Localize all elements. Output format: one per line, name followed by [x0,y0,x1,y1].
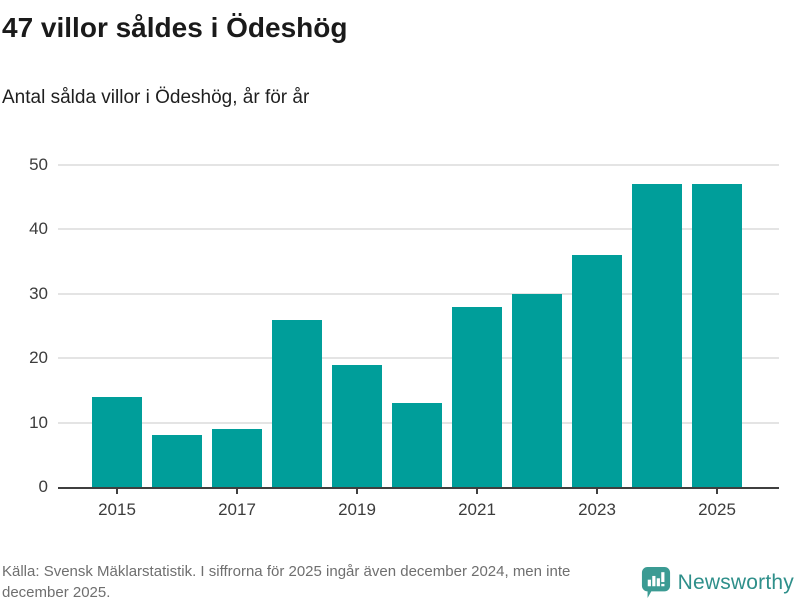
x-axis-tick-label: 2023 [578,500,616,519]
bar-2016 [152,435,202,487]
bar-2025 [692,184,742,487]
x-axis-tick-label: 2019 [338,500,376,519]
bar-2024 [632,184,682,487]
x-axis-tick [596,487,598,494]
gridline-20 [58,357,779,360]
x-axis-tick [716,487,718,494]
newsworthy-logo[interactable]: Newsworthy [641,566,794,599]
y-axis-tick-label: 40 [29,219,48,239]
bar-2017 [212,429,262,487]
bar-2022 [512,294,562,487]
x-axis-tick-label: 2015 [98,500,136,519]
bar-2015 [92,397,142,487]
y-axis-tick-label: 30 [29,283,48,303]
x-axis-tick-label: 2021 [458,500,496,519]
bar-2019 [332,365,382,487]
bar-2020 [392,403,442,487]
newsworthy-bubble-chart-icon [641,566,671,599]
gridline-40 [58,228,779,231]
newsworthy-wordmark: Newsworthy [677,570,794,594]
x-axis-line [58,487,779,489]
y-axis-tick-label: 10 [29,412,48,432]
bar-2021 [452,307,502,487]
chart-title: 47 villor såldes i Ödeshög [2,12,348,43]
plot-area: 0 10 20 30 40 50 2015 2017 2019 2021 2023 2025 [29,155,779,519]
bar-2018 [272,320,322,487]
chart-subtitle: Antal sålda villor i Ödeshög, år för år [2,87,310,108]
bar-2023 [572,255,622,487]
x-axis-tick [116,487,118,494]
gridline-50 [58,164,779,166]
x-axis-tick-label: 2017 [218,500,256,519]
y-axis-tick-label: 20 [29,348,48,368]
source-note: Källa: Svensk Mäklarstatistik. I siffror… [2,563,571,600]
x-axis-tick-label: 2025 [698,500,736,519]
x-axis-tick [476,487,478,494]
x-axis-tick [356,487,358,494]
y-axis-tick-label: 0 [38,477,48,496]
y-axis-tick-label: 50 [29,155,48,174]
gridline-30 [58,292,779,295]
x-axis-tick [236,487,238,494]
